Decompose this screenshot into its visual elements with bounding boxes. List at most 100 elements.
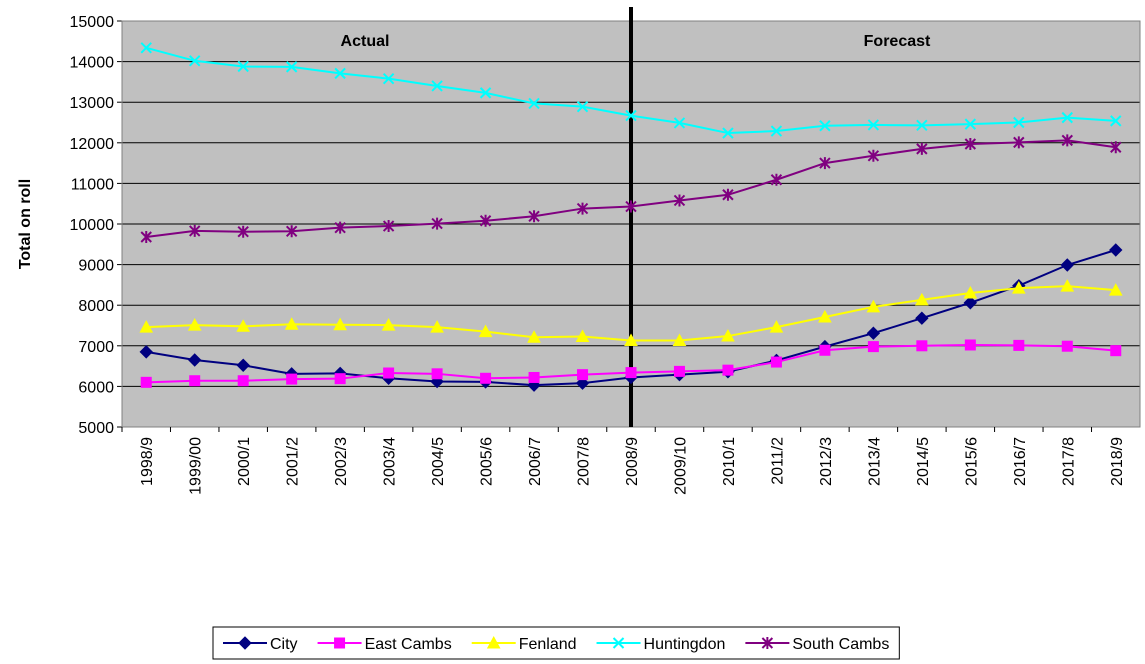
y-tick-label: 5000 bbox=[78, 420, 114, 437]
marker bbox=[866, 326, 881, 340]
marker bbox=[963, 296, 978, 310]
marker bbox=[916, 142, 928, 155]
marker bbox=[673, 194, 686, 207]
marker bbox=[1061, 340, 1073, 352]
x-tick-label: 2012/3 bbox=[818, 437, 835, 486]
marker bbox=[866, 299, 881, 313]
marker bbox=[140, 230, 152, 243]
marker bbox=[140, 42, 152, 54]
x-tick-label: 2004/5 bbox=[430, 437, 447, 486]
marker bbox=[867, 119, 880, 131]
x-tick-label: 2014/5 bbox=[915, 437, 932, 486]
marker bbox=[236, 319, 251, 332]
marker bbox=[1013, 339, 1025, 351]
marker bbox=[1060, 258, 1074, 272]
marker bbox=[1109, 243, 1123, 257]
marker bbox=[383, 367, 395, 379]
marker bbox=[528, 210, 540, 223]
marker bbox=[285, 61, 298, 73]
marker bbox=[237, 375, 249, 387]
marker bbox=[722, 127, 734, 139]
marker bbox=[673, 365, 685, 377]
x-tick-label: 2016/7 bbox=[1012, 437, 1029, 486]
marker bbox=[964, 339, 976, 351]
marker bbox=[577, 369, 589, 381]
marker bbox=[381, 318, 396, 331]
marker bbox=[721, 329, 735, 342]
marker bbox=[333, 317, 347, 331]
x-tick-label: 2010/1 bbox=[721, 437, 738, 486]
marker bbox=[237, 225, 249, 238]
marker bbox=[527, 330, 541, 343]
y-tick-label: 15000 bbox=[70, 14, 115, 31]
marker bbox=[334, 221, 346, 234]
marker bbox=[722, 364, 734, 376]
x-tick-label: 2003/4 bbox=[382, 437, 399, 486]
x-tick-label: 2008/9 bbox=[624, 437, 641, 486]
x-tick-label: 1999/00 bbox=[188, 437, 205, 495]
marker bbox=[237, 60, 249, 73]
marker bbox=[140, 376, 152, 388]
marker bbox=[722, 188, 734, 201]
marker bbox=[431, 80, 443, 92]
marker bbox=[916, 119, 928, 132]
y-tick-label: 8000 bbox=[78, 298, 114, 315]
x-tick-label: 2006/7 bbox=[527, 437, 544, 486]
marker bbox=[236, 358, 250, 372]
marker bbox=[1013, 136, 1025, 149]
marker bbox=[528, 97, 540, 110]
marker bbox=[479, 87, 492, 99]
marker bbox=[187, 318, 202, 331]
y-tick-label: 6000 bbox=[78, 379, 114, 396]
marker bbox=[672, 333, 687, 347]
marker bbox=[915, 292, 929, 306]
marker bbox=[1013, 116, 1025, 129]
marker bbox=[819, 344, 831, 356]
marker bbox=[1061, 111, 1073, 124]
marker bbox=[479, 214, 492, 227]
marker bbox=[189, 224, 201, 237]
marker bbox=[528, 371, 540, 383]
legend-label: Fenland bbox=[519, 636, 577, 653]
x-tick-label: 2000/1 bbox=[236, 437, 253, 486]
marker bbox=[1061, 134, 1073, 147]
y-tick-label: 13000 bbox=[70, 95, 115, 112]
marker bbox=[238, 636, 252, 650]
x-tick-label: 1998/9 bbox=[139, 437, 156, 486]
marker bbox=[576, 100, 589, 113]
marker bbox=[1108, 283, 1123, 296]
x-tick-label: 2002/3 bbox=[333, 437, 350, 486]
marker bbox=[1011, 281, 1026, 294]
marker bbox=[625, 109, 637, 122]
marker bbox=[818, 309, 832, 323]
marker bbox=[334, 637, 346, 649]
marker bbox=[334, 67, 346, 80]
marker bbox=[575, 376, 590, 390]
marker bbox=[576, 202, 589, 215]
x-tick-label: 2011/2 bbox=[769, 437, 786, 485]
legend-label: South Cambs bbox=[792, 636, 889, 653]
marker bbox=[916, 340, 928, 352]
marker bbox=[284, 317, 299, 330]
marker bbox=[285, 225, 298, 238]
marker bbox=[964, 138, 977, 151]
marker bbox=[819, 157, 831, 170]
x-tick-label: 2018/9 bbox=[1109, 437, 1126, 486]
marker bbox=[625, 367, 637, 379]
marker bbox=[1060, 279, 1075, 292]
marker bbox=[867, 149, 880, 162]
x-tick-label: 2009/10 bbox=[672, 437, 689, 495]
marker bbox=[673, 117, 686, 129]
marker bbox=[612, 637, 625, 649]
marker bbox=[480, 372, 492, 384]
marker bbox=[382, 72, 395, 85]
marker bbox=[1110, 141, 1122, 154]
x-tick-label: 2007/8 bbox=[576, 437, 593, 486]
y-tick-label: 7000 bbox=[78, 339, 114, 356]
marker bbox=[819, 120, 831, 132]
marker bbox=[139, 345, 153, 359]
marker bbox=[430, 320, 444, 333]
marker bbox=[1110, 345, 1122, 357]
marker bbox=[761, 637, 774, 649]
